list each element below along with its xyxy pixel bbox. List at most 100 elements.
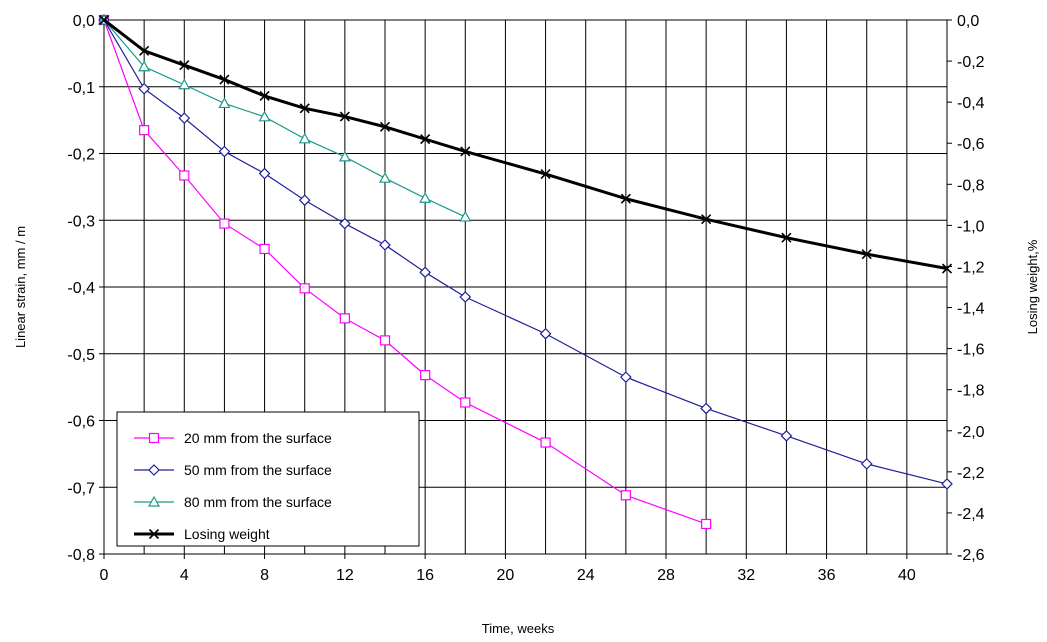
x-tick-label: 32 [737,567,755,584]
series-2 [98,14,953,490]
data-point [420,134,431,145]
data-point [218,145,231,158]
data-point [419,191,432,203]
series-line [103,19,466,218]
data-point [620,193,631,204]
legend-marker [148,528,160,540]
data-point [259,243,270,255]
data-point [299,283,310,294]
data-point [139,125,150,136]
y-right-tick-label: -1,0 [957,218,985,235]
y-left-tick-label: -0,3 [67,213,95,230]
data-point [379,239,391,251]
data-point [339,217,351,230]
legend-item: 20 mm from the surface [134,430,332,446]
legend-item: 50 mm from the surface [134,462,332,478]
x-tick-label: 0 [100,567,109,584]
x-tick-label: 28 [657,567,675,584]
data-point [298,132,311,144]
y-right-tick-label: -1,6 [957,342,985,359]
y-right-tick-label: 0,0 [957,13,979,30]
y-right-tick-label: -2,6 [957,547,985,564]
data-point [780,430,793,442]
x-tick-label: 8 [260,567,269,584]
y-left-tick-label: -0,6 [67,414,95,431]
series-3 [97,13,472,222]
y-left-tick-label: -0,8 [67,547,95,564]
data-point [338,150,351,162]
legend-marker [147,495,161,507]
data-point [460,397,471,408]
data-point [218,97,231,109]
y-left-tick-label: -0,1 [67,80,95,97]
y-right-tick-label: -1,4 [957,301,985,318]
data-point [98,14,110,26]
y-right-axis-ticks: 0,0 -0,2 -0,4 -0,6 -0,8 -1,0 -1,2 -1,4 -1,6 -1,8 -… [947,13,985,564]
y-left-tick-label: 0,0 [73,13,95,30]
data-point [258,167,271,180]
x-tick-label: 20 [497,567,515,584]
legend-box [116,411,420,547]
data-point [620,490,631,501]
x-tick-label: 4 [180,567,189,584]
y-right-tick-label: -0,8 [957,177,985,194]
data-point [178,78,191,90]
data-point [860,458,873,470]
data-point [941,478,953,490]
legend-label: 50 mm from the surface [184,462,332,478]
data-point [781,232,792,243]
legend-label: 20 mm from the surface [184,430,332,446]
y-right-tick-label: -0,2 [957,54,985,71]
legend-marker [148,432,160,444]
data-point [459,291,472,303]
data-point [258,110,271,122]
data-point [299,103,310,114]
data-point [700,402,712,415]
x-tick-label: 40 [898,567,916,584]
y-right-tick-label: -1,2 [957,259,985,276]
legend-label: 80 mm from the surface [184,494,332,510]
data-point [219,74,230,85]
data-point [179,170,190,181]
x-tick-label: 12 [336,567,354,584]
legend: 20 mm from the surface 50 mm from the sur… [116,411,420,547]
data-point [460,146,471,157]
y-left-tick-label: -0,7 [67,480,95,497]
x-axis-ticks: 0 4 8 12 16 20 24 28 32 36 40 [100,554,916,584]
y-right-tick-label: -2,4 [957,506,985,523]
data-point [379,121,391,132]
y-right-tick-label: -0,4 [957,95,985,112]
data-point [298,194,311,207]
y-right-tick-label: -1,8 [957,383,985,400]
data-point [701,214,712,225]
data-point [138,82,150,95]
data-point [339,313,350,324]
series-1 [98,14,712,530]
data-point [419,266,431,279]
data-point [379,335,391,346]
series-line [103,18,948,270]
data-point [540,168,551,180]
y-right-tick-label: -2,0 [957,424,985,441]
legend-item: Losing weight [134,526,270,542]
data-point [259,90,270,102]
data-point [539,327,552,340]
data-point [941,263,953,274]
data-point [861,249,872,260]
legend-label: Losing weight [184,526,270,542]
series-4 [98,14,953,274]
data-point [620,371,632,383]
series-line [103,19,948,485]
data-point [540,437,551,448]
legend-marker [148,464,160,476]
data-point [420,370,431,381]
data-point [339,111,350,122]
x-axis-title: Time, weeks [482,621,555,636]
data-point [139,45,150,56]
y-left-tick-label: -0,2 [67,147,95,164]
legend-item: 80 mm from the surface [134,494,332,510]
x-tick-label: 16 [416,567,434,584]
data-point [701,518,712,530]
y-left-tick-label: -0,5 [67,347,95,364]
